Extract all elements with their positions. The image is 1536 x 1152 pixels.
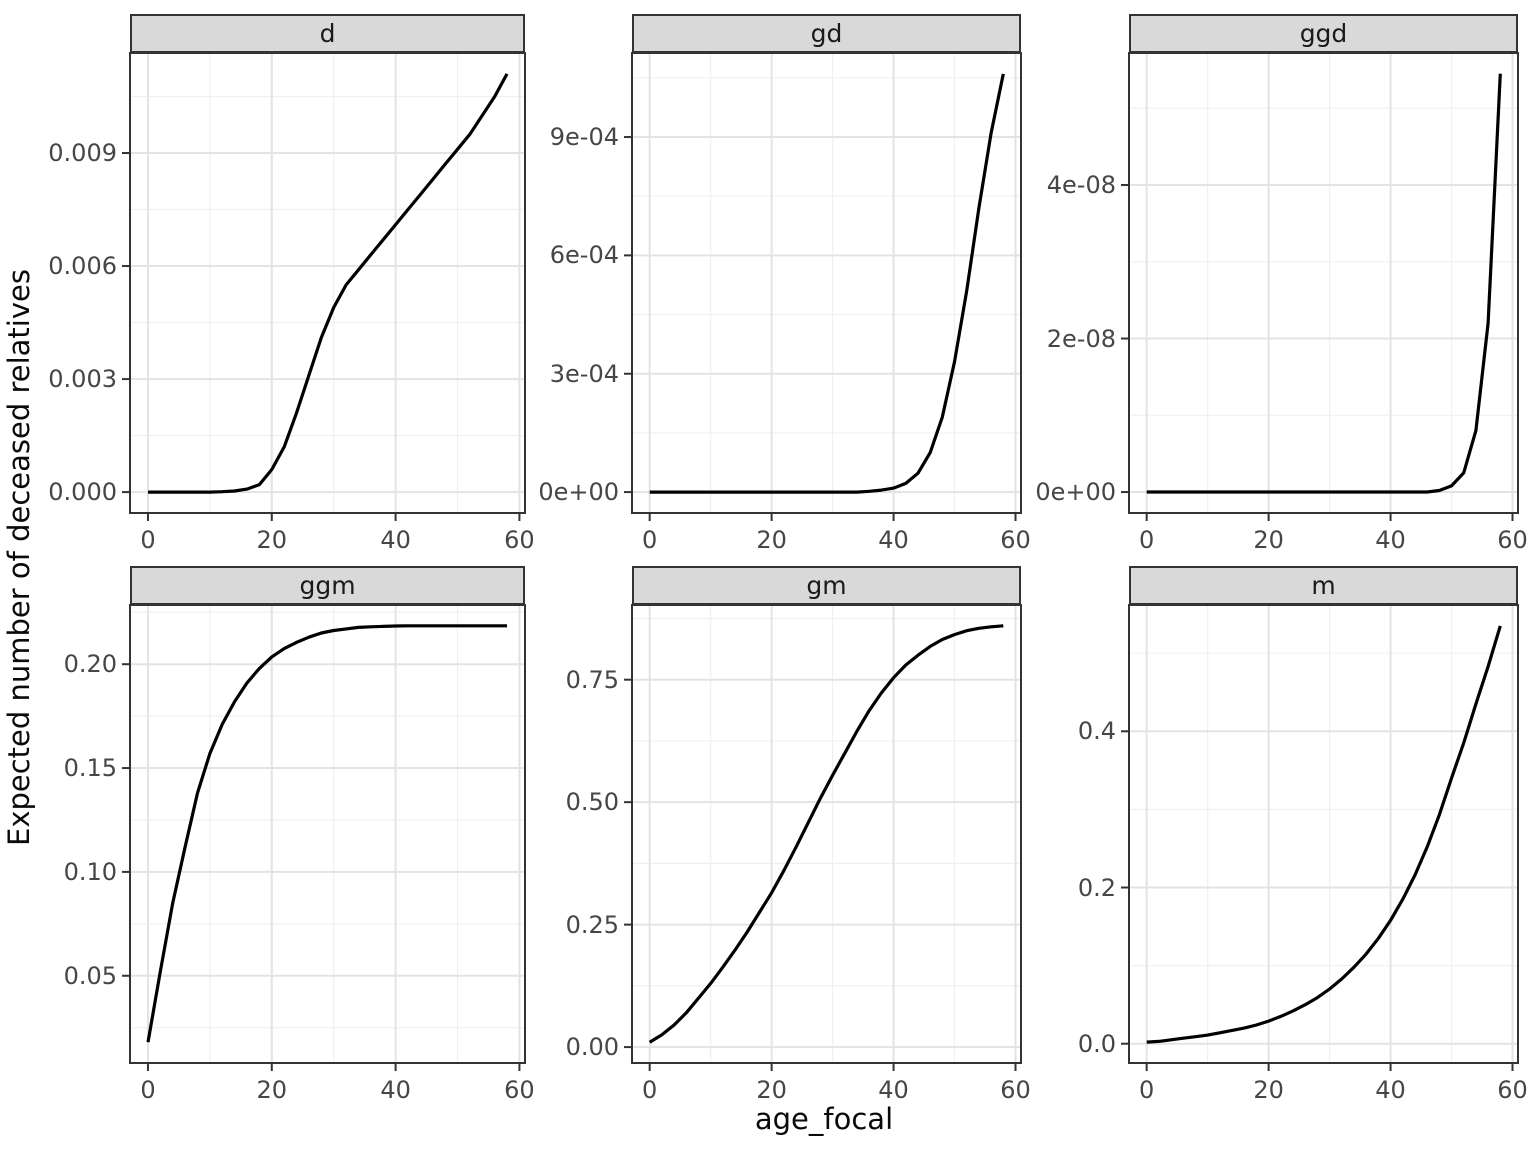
panel-background: [130, 53, 525, 513]
y-tick-label: 0.75: [565, 665, 619, 694]
x-tick-label: 20: [756, 526, 787, 554]
facet-strip-label: gd: [810, 19, 843, 48]
y-tick-label: 0.05: [63, 961, 117, 990]
facet-panel: [122, 604, 526, 1071]
x-tick-label: 60: [1000, 526, 1031, 554]
facet-panel: [1121, 604, 1519, 1071]
x-tick-label: 20: [1253, 1076, 1284, 1104]
facet-strip: gd: [632, 14, 1021, 53]
x-tick-label: 0: [1139, 1076, 1155, 1104]
panel-border: [631, 604, 1022, 1064]
x-tick-label: 20: [756, 1076, 787, 1104]
x-tick-label: 0: [642, 526, 658, 554]
facet-strip-label: ggm: [299, 571, 356, 600]
y-tick-label: 6e-04: [549, 241, 619, 270]
facet-strip: ggm: [130, 566, 525, 605]
x-tick-label: 60: [1497, 526, 1528, 554]
facet-panel: [1121, 52, 1519, 521]
panel-border: [1128, 604, 1519, 1064]
x-tick-label: 60: [1000, 1076, 1031, 1104]
panel-border: [1128, 52, 1519, 514]
x-tick-label: 40: [878, 1076, 909, 1104]
x-axis-title: age_focal: [754, 1102, 894, 1136]
y-tick-label: 0.003: [48, 365, 117, 394]
curve-line: [648, 624, 1004, 1044]
curve-line: [146, 624, 507, 1043]
x-tick-label: 20: [256, 526, 288, 554]
panel-background: [632, 605, 1021, 1063]
facet-panel: [122, 52, 526, 521]
y-tick-label: 0.4: [1077, 717, 1116, 746]
y-tick-label: 4e-08: [1046, 171, 1116, 200]
x-tick-label: 40: [878, 526, 909, 554]
y-tick-label: 0e+00: [538, 478, 619, 507]
curve-line: [1146, 625, 1502, 1044]
x-tick-label: 60: [1497, 1076, 1528, 1104]
y-tick-label: 0.006: [48, 252, 117, 281]
x-tick-label: 0: [140, 1076, 156, 1104]
facet-strip: d: [130, 14, 525, 53]
facet-strip: ggd: [1129, 14, 1518, 53]
y-tick-label: 0e+00: [1035, 478, 1116, 507]
y-tick-label: 0.009: [48, 139, 117, 168]
x-tick-label: 20: [256, 1076, 288, 1104]
facet-strip: m: [1129, 566, 1518, 605]
x-tick-label: 20: [1253, 526, 1284, 554]
y-tick-label: 0.20: [63, 650, 117, 679]
facet-panel: [624, 52, 1022, 521]
y-tick-label: 0.25: [565, 910, 619, 939]
y-tick-label: 0.0: [1077, 1029, 1116, 1058]
y-tick-label: 0.15: [63, 754, 117, 783]
facet-strip-label: gm: [806, 571, 847, 600]
x-tick-label: 40: [1375, 1076, 1406, 1104]
x-tick-label: 60: [504, 1076, 535, 1104]
y-tick-label: 9e-04: [549, 123, 619, 152]
curve-line: [649, 73, 1005, 494]
y-tick-label: 3e-04: [549, 359, 619, 388]
x-tick-label: 0: [1139, 526, 1155, 554]
y-tick-label: 2e-08: [1046, 324, 1116, 353]
facet-strip: gm: [632, 566, 1021, 605]
panel-background: [632, 53, 1021, 513]
panel-background: [1129, 605, 1518, 1063]
panel-border: [129, 604, 526, 1064]
x-tick-label: 0: [140, 526, 156, 554]
x-tick-label: 60: [504, 526, 535, 554]
panel-background: [1129, 53, 1518, 513]
facet-strip-label: m: [1311, 571, 1336, 600]
curve-line: [1146, 73, 1502, 494]
x-tick-label: 40: [380, 526, 411, 554]
y-tick-label: 0.50: [565, 788, 619, 817]
facet-strip-label: d: [319, 19, 336, 48]
y-tick-label: 0.00: [565, 1033, 619, 1062]
panel-border: [129, 52, 526, 514]
facet-strip-label: ggd: [1299, 19, 1348, 48]
x-tick-label: 40: [1375, 526, 1406, 554]
panel-background: [130, 605, 525, 1063]
y-tick-label: 0.000: [48, 478, 117, 507]
y-tick-label: 0.10: [63, 857, 117, 886]
curve-line: [148, 73, 509, 494]
y-tick-label: 0.2: [1077, 873, 1116, 902]
x-tick-label: 40: [380, 1076, 411, 1104]
facet-panel: [624, 604, 1022, 1071]
x-tick-label: 0: [642, 1076, 658, 1104]
panel-border: [631, 52, 1022, 514]
